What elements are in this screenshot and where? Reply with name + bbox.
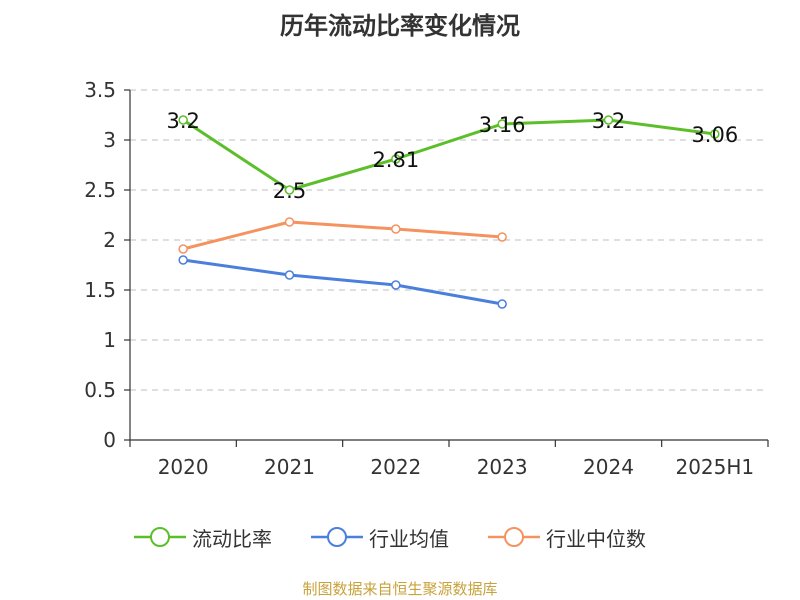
legend: 流动比率 行业均值 行业中位数 — [0, 520, 800, 554]
legend-marker-icon — [311, 527, 363, 547]
x-tick-label: 2023 — [477, 455, 528, 479]
data-point — [178, 255, 188, 265]
legend-label: 行业中位数 — [546, 526, 646, 551]
source-note: 制图数据来自恒生聚源数据库 — [302, 580, 498, 598]
x-tick-label: 2022 — [370, 455, 421, 479]
series-line-1 — [182, 258, 503, 306]
legend-label: 流动比率 — [192, 526, 272, 551]
data-point — [178, 115, 188, 125]
legend-item[interactable]: 流动比率 — [134, 520, 272, 554]
data-point — [391, 224, 401, 234]
legend-marker-icon — [134, 527, 186, 547]
data-label: 3.16 — [479, 113, 526, 137]
legend-marker-icon — [488, 527, 540, 547]
x-tick-label: 2024 — [583, 455, 634, 479]
y-tick-label: 0 — [103, 428, 116, 452]
legend-label: 行业均值 — [369, 526, 449, 551]
data-point — [391, 280, 401, 290]
x-tick-label: 2020 — [158, 455, 209, 479]
series-line-0 — [182, 118, 716, 192]
data-point — [284, 185, 295, 195]
data-point — [497, 232, 507, 242]
y-tick-label: 0.5 — [84, 378, 116, 402]
y-tick-label: 3.5 — [84, 78, 116, 102]
legend-item[interactable]: 行业均值 — [311, 520, 449, 554]
data-point — [284, 217, 295, 227]
data-point — [497, 299, 507, 309]
y-tick-label: 2 — [103, 228, 116, 252]
data-point — [391, 154, 401, 164]
x-tick-label: 2021 — [264, 455, 315, 479]
x-tick-label: 2025H1 — [675, 455, 754, 479]
chart-title: 历年流动比率变化情况 — [280, 12, 520, 40]
data-point — [710, 129, 720, 139]
data-label: 2.81 — [372, 148, 419, 172]
data-label: 3.2 — [166, 109, 199, 133]
y-tick-label: 1.5 — [84, 278, 116, 302]
data-point — [178, 244, 188, 254]
data-label: 2.5 — [273, 179, 306, 203]
data-label: 3.06 — [691, 123, 738, 147]
y-tick-label: 3 — [103, 128, 116, 152]
y-tick-label: 1 — [103, 328, 116, 352]
data-label: 3.2 — [592, 109, 625, 133]
legend-item[interactable]: 行业中位数 — [488, 520, 646, 554]
data-point — [284, 270, 295, 280]
y-tick-label: 2.5 — [84, 178, 116, 202]
data-point — [497, 119, 507, 129]
series-line-2 — [182, 220, 503, 251]
data-point — [603, 115, 614, 125]
